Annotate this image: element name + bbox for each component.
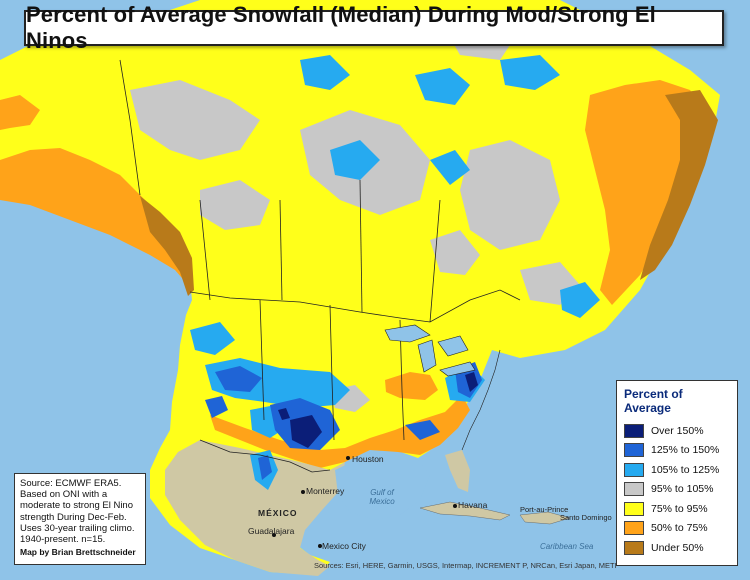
label-gulf-of-mexico: Gulf of Mexico — [369, 488, 395, 506]
legend-row: 95% to 105% — [624, 480, 730, 500]
great-lakes — [384, 324, 476, 377]
legend-label: 50% to 75% — [651, 522, 708, 535]
label-santo-domingo: Santo Domingo — [560, 513, 612, 522]
source-line: 1940-present. n=15. — [20, 534, 106, 546]
legend-swatch — [624, 423, 644, 438]
legend-row: 125% to 150% — [624, 441, 730, 461]
source-line: Based on ONI with a — [20, 489, 108, 501]
source-line: moderate to strong El Nino — [20, 500, 134, 512]
legend-row: Under 50% — [624, 538, 730, 558]
label-caribbean-sea: Caribbean Sea — [540, 542, 594, 551]
mexico-city-dot — [318, 544, 322, 548]
navy-over-150 — [278, 372, 478, 448]
legend-row: 75% to 95% — [624, 499, 730, 519]
legend-row: 105% to 125% — [624, 460, 730, 480]
legend-swatch — [624, 462, 644, 477]
label-monterrey: Monterrey — [306, 486, 345, 496]
label-port-au-prince: Port-au-Prince — [520, 505, 569, 514]
legend-label: 125% to 150% — [651, 444, 720, 457]
source-line: Uses 30-year trailing climo. — [20, 522, 135, 534]
gulf-of-mexico — [335, 455, 430, 520]
ohio-valley-under-75 — [385, 372, 438, 400]
legend-swatch — [624, 521, 644, 536]
legend-title: Percent of Average — [624, 387, 683, 415]
political-borders — [119, 59, 521, 473]
houston-dot — [346, 456, 350, 460]
label-mexico-country: MÉXICO — [258, 508, 298, 518]
label-guadalajara: Guadalajara — [248, 526, 295, 536]
alaska-coast-under-50 — [140, 196, 194, 296]
legend-label: 95% to 105% — [651, 483, 714, 496]
legend-swatch — [624, 443, 644, 458]
southern-us-under-75 — [210, 395, 470, 468]
havana-dot — [453, 504, 457, 508]
label-houston: Houston — [352, 454, 384, 464]
alaska-under-75 — [0, 148, 190, 285]
source-line: Source: ECMWF ERA5. — [20, 478, 122, 489]
label-havana: Havana — [458, 500, 488, 510]
cuba — [419, 501, 571, 525]
source-lines: Source: ECMWF ERA5. Based on ONI with a mo… — [20, 478, 140, 545]
source-line: strength During Dec-Feb. — [20, 511, 127, 523]
legend-swatch — [624, 482, 644, 497]
alaska-north-under-75 — [0, 95, 40, 130]
legend-label: 75% to 95% — [651, 502, 708, 515]
legend-swatch — [624, 501, 644, 516]
legend-label: Under 50% — [651, 541, 704, 554]
atlantic-coast — [461, 349, 501, 451]
map-credit: Map by Brian Brettschneider — [20, 547, 136, 558]
legend-swatch — [624, 540, 644, 555]
legend-row: 50% to 75% — [624, 519, 730, 539]
monterrey-dot — [301, 490, 305, 494]
source-box: Source: ECMWF ERA5. Based on ONI with a mo… — [14, 473, 146, 565]
legend-rows: Over 150% 125% to 150% 105% to 125% 95% to … — [624, 421, 730, 558]
basemap-attribution: Sources: Esri, HERE, Garmin, USGS, Inter… — [314, 561, 617, 570]
guadalajara-dot — [272, 533, 276, 537]
legend-label: Over 150% — [651, 424, 704, 437]
legend: Percent of Average Over 150% 125% to 150%… — [616, 380, 738, 566]
florida — [445, 450, 470, 492]
legend-label: 105% to 125% — [651, 463, 720, 476]
mexico-land — [165, 440, 345, 576]
labrador-coast-under-50 — [640, 90, 718, 280]
label-mexico-city: Mexico City — [322, 541, 366, 551]
legend-row: Over 150% — [624, 421, 730, 441]
map-title: Percent of Average Snowfall (Median) Dur… — [24, 2, 724, 53]
